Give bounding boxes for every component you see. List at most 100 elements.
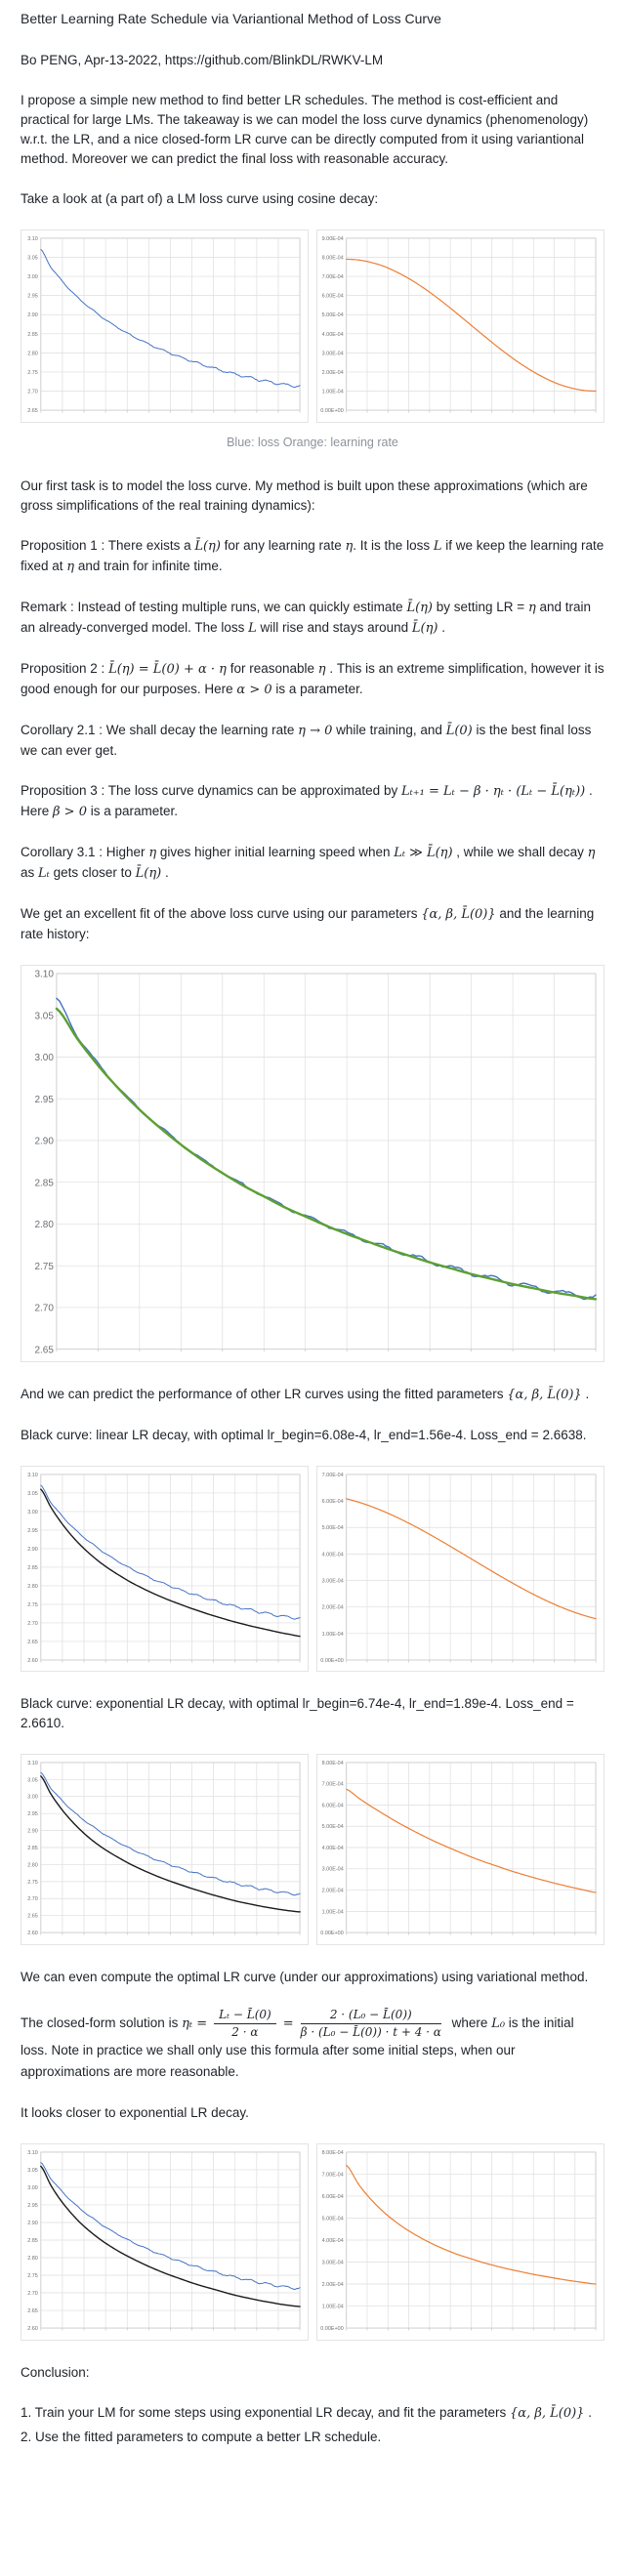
svg-text:6.00E-04: 6.00E-04	[322, 1804, 344, 1809]
chart-lr-optimal: 8.00E-04 7.00E-04 6.00E-04 5.00E-04 4.00E-04…	[316, 2143, 604, 2342]
svg-text:2.00E-04: 2.00E-04	[322, 1604, 344, 1610]
svg-text:1.00E-04: 1.00E-04	[322, 389, 344, 395]
svg-text:3.00: 3.00	[27, 1510, 38, 1516]
svg-text:8.00E-04: 8.00E-04	[322, 2150, 344, 2156]
svg-text:0.00E+00: 0.00E+00	[320, 2326, 343, 2332]
paragraph-conclusion-heading: Conclusion:	[21, 2365, 90, 2381]
svg-text:2.85: 2.85	[27, 1565, 38, 1571]
paragraph-corollary-2-1: Corollary 2.1 : We shall decay the learn…	[21, 722, 592, 758]
svg-text:7.00E-04: 7.00E-04	[322, 274, 344, 280]
svg-text:2.70: 2.70	[27, 1897, 38, 1903]
svg-text:3.00: 3.00	[27, 2185, 38, 2191]
svg-text:2.80: 2.80	[27, 1584, 38, 1590]
svg-text:2.80: 2.80	[35, 1220, 55, 1230]
paragraph-proposition-2: Proposition 2 : L̄(η) = L̄(0) + α · η fo…	[21, 660, 604, 697]
svg-text:2.60: 2.60	[27, 1932, 38, 1937]
svg-text:2.75: 2.75	[27, 370, 38, 376]
chart-lr-linear: 7.00E-04 6.00E-04 5.00E-04 4.00E-04 3.00E-04…	[316, 1465, 604, 1673]
figure-linear-decay: 3.10 3.05 3.00 2.95 2.90 2.85 2.80 2.75 2.70 2.65…	[21, 1465, 604, 1673]
svg-text:2.00E-04: 2.00E-04	[322, 1889, 344, 1894]
svg-text:5.00E-04: 5.00E-04	[322, 2217, 344, 2223]
paragraph-predict: And we can predict the performance of ot…	[21, 1386, 590, 1402]
svg-text:2.65: 2.65	[27, 2308, 38, 2314]
paragraph-proposition-3: Proposition 3 : The loss curve dynamics …	[21, 782, 593, 819]
figure-optimal-lr: 3.10 3.05 3.00 2.95 2.90 2.85 2.80 2.75 2.70 2.65…	[21, 2143, 604, 2342]
paragraph-take-a-look: Take a look at (a part of) a LM loss cur…	[21, 191, 379, 206]
svg-text:8.00E-04: 8.00E-04	[322, 255, 344, 261]
paragraph-conclusion-1: 1. Train your LM for some steps using ex…	[21, 2405, 592, 2422]
svg-text:6.00E-04: 6.00E-04	[322, 2194, 344, 2200]
svg-text:2.75: 2.75	[27, 1880, 38, 1886]
page-title: Better Learning Rate Schedule via Varian…	[21, 11, 441, 26]
svg-text:4.00E-04: 4.00E-04	[322, 332, 344, 338]
svg-text:3.10: 3.10	[27, 2150, 38, 2156]
document: Better Learning Rate Schedule via Varian…	[21, 11, 604, 2445]
svg-text:2.75: 2.75	[27, 1602, 38, 1608]
svg-text:2.60: 2.60	[27, 1658, 38, 1664]
svg-text:2.90: 2.90	[27, 312, 38, 318]
svg-text:2.90: 2.90	[27, 1829, 38, 1835]
svg-text:2.95: 2.95	[27, 1812, 38, 1818]
svg-text:6.00E-04: 6.00E-04	[322, 294, 344, 300]
svg-text:9.00E-04: 9.00E-04	[322, 236, 344, 242]
svg-text:3.00E-04: 3.00E-04	[322, 2261, 344, 2266]
paragraph-proposition-1: Proposition 1 : There exists a L̄(η) for…	[21, 537, 604, 574]
svg-text:3.10: 3.10	[35, 970, 55, 980]
svg-text:5.00E-04: 5.00E-04	[322, 1825, 344, 1831]
svg-text:6.00E-04: 6.00E-04	[322, 1499, 344, 1505]
chart-loss-pred-exp: 3.10 3.05 3.00 2.95 2.90 2.85 2.80 2.75 2.70 2.65…	[21, 1754, 309, 1946]
svg-text:2.90: 2.90	[35, 1137, 55, 1147]
paragraph-black-exp: Black curve: exponential LR decay, with …	[21, 1696, 574, 1731]
svg-text:3.00E-04: 3.00E-04	[322, 1867, 344, 1873]
paragraph-first-task: Our first task is to model the loss curv…	[21, 478, 588, 513]
paragraph-conclusion-2: 2. Use the fitted parameters to compute …	[21, 2430, 382, 2445]
svg-text:2.75: 2.75	[35, 1262, 55, 1272]
svg-text:4.00E-04: 4.00E-04	[322, 1552, 344, 1558]
svg-text:0.00E+00: 0.00E+00	[320, 408, 343, 414]
figure-cosine-run: 3.10 3.05 3.00 2.95 2.90 2.85 2.80 2.75 2.70 2.65…	[21, 229, 604, 423]
svg-text:2.90: 2.90	[27, 2221, 38, 2226]
paragraph-corollary-3-1: Corollary 3.1 : Higher η gives higher in…	[21, 844, 596, 881]
svg-text:4.00E-04: 4.00E-04	[322, 2238, 344, 2244]
svg-text:1.00E-04: 1.00E-04	[322, 1910, 344, 1916]
svg-text:3.05: 3.05	[35, 1011, 55, 1021]
svg-text:5.00E-04: 5.00E-04	[322, 1525, 344, 1531]
paragraph-black-linear: Black curve: linear LR decay, with optim…	[21, 1427, 587, 1442]
svg-text:2.65: 2.65	[27, 1914, 38, 1920]
svg-text:2.65: 2.65	[35, 1345, 55, 1355]
svg-text:2.00E-04: 2.00E-04	[322, 2282, 344, 2288]
svg-text:2.95: 2.95	[35, 1095, 55, 1105]
svg-text:2.80: 2.80	[27, 2256, 38, 2262]
chart-loss-cosine: 3.10 3.05 3.00 2.95 2.90 2.85 2.80 2.75 2.70 2.65	[21, 229, 309, 423]
svg-text:2.00E-04: 2.00E-04	[322, 370, 344, 376]
figure-caption: Blue: loss Orange: learning rate	[227, 435, 398, 449]
svg-text:3.05: 3.05	[27, 2168, 38, 2174]
svg-text:5.00E-04: 5.00E-04	[322, 312, 344, 318]
svg-text:3.10: 3.10	[27, 1761, 38, 1766]
svg-text:2.70: 2.70	[35, 1304, 55, 1314]
svg-text:2.90: 2.90	[27, 1547, 38, 1553]
byline: Bo PENG, Apr-13-2022, https://github.com…	[21, 53, 384, 67]
svg-text:7.00E-04: 7.00E-04	[322, 1473, 344, 1478]
svg-text:0.00E+00: 0.00E+00	[320, 1932, 343, 1937]
chart-loss-fit: 3.10 3.05 3.00 2.95 2.90 2.85 2.80 2.75 2.70 2.65	[21, 966, 604, 1361]
paragraph-variational: We can even compute the optimal LR curve…	[21, 1970, 589, 1985]
figure-loss-fit: 3.10 3.05 3.00 2.95 2.90 2.85 2.80 2.75 2.70 2.65	[21, 964, 604, 1362]
paragraph-closed-form: The closed-form solution is ηₜ = Lₜ − L̄(…	[21, 2008, 574, 2080]
svg-text:2.85: 2.85	[27, 2238, 38, 2244]
svg-text:3.00E-04: 3.00E-04	[322, 1578, 344, 1584]
svg-text:4.00E-04: 4.00E-04	[322, 1846, 344, 1851]
paragraph-intro: I propose a simple new method to find be…	[21, 93, 589, 166]
paragraph-excellent-fit: We get an excellent fit of the above los…	[21, 905, 595, 941]
svg-text:3.10: 3.10	[27, 1473, 38, 1478]
svg-text:2.85: 2.85	[27, 332, 38, 338]
svg-text:3.00: 3.00	[27, 274, 38, 280]
chart-lr-cosine: 9.00E-04 8.00E-04 7.00E-04 6.00E-04 5.00E-04…	[316, 229, 604, 423]
svg-text:2.95: 2.95	[27, 2203, 38, 2209]
svg-text:2.65: 2.65	[27, 408, 38, 414]
svg-text:3.00: 3.00	[27, 1795, 38, 1801]
svg-text:3.05: 3.05	[27, 1778, 38, 1784]
svg-text:7.00E-04: 7.00E-04	[322, 2173, 344, 2179]
svg-text:1.00E-04: 1.00E-04	[322, 1631, 344, 1637]
paragraph-remark: Remark : Instead of testing multiple run…	[21, 599, 592, 636]
